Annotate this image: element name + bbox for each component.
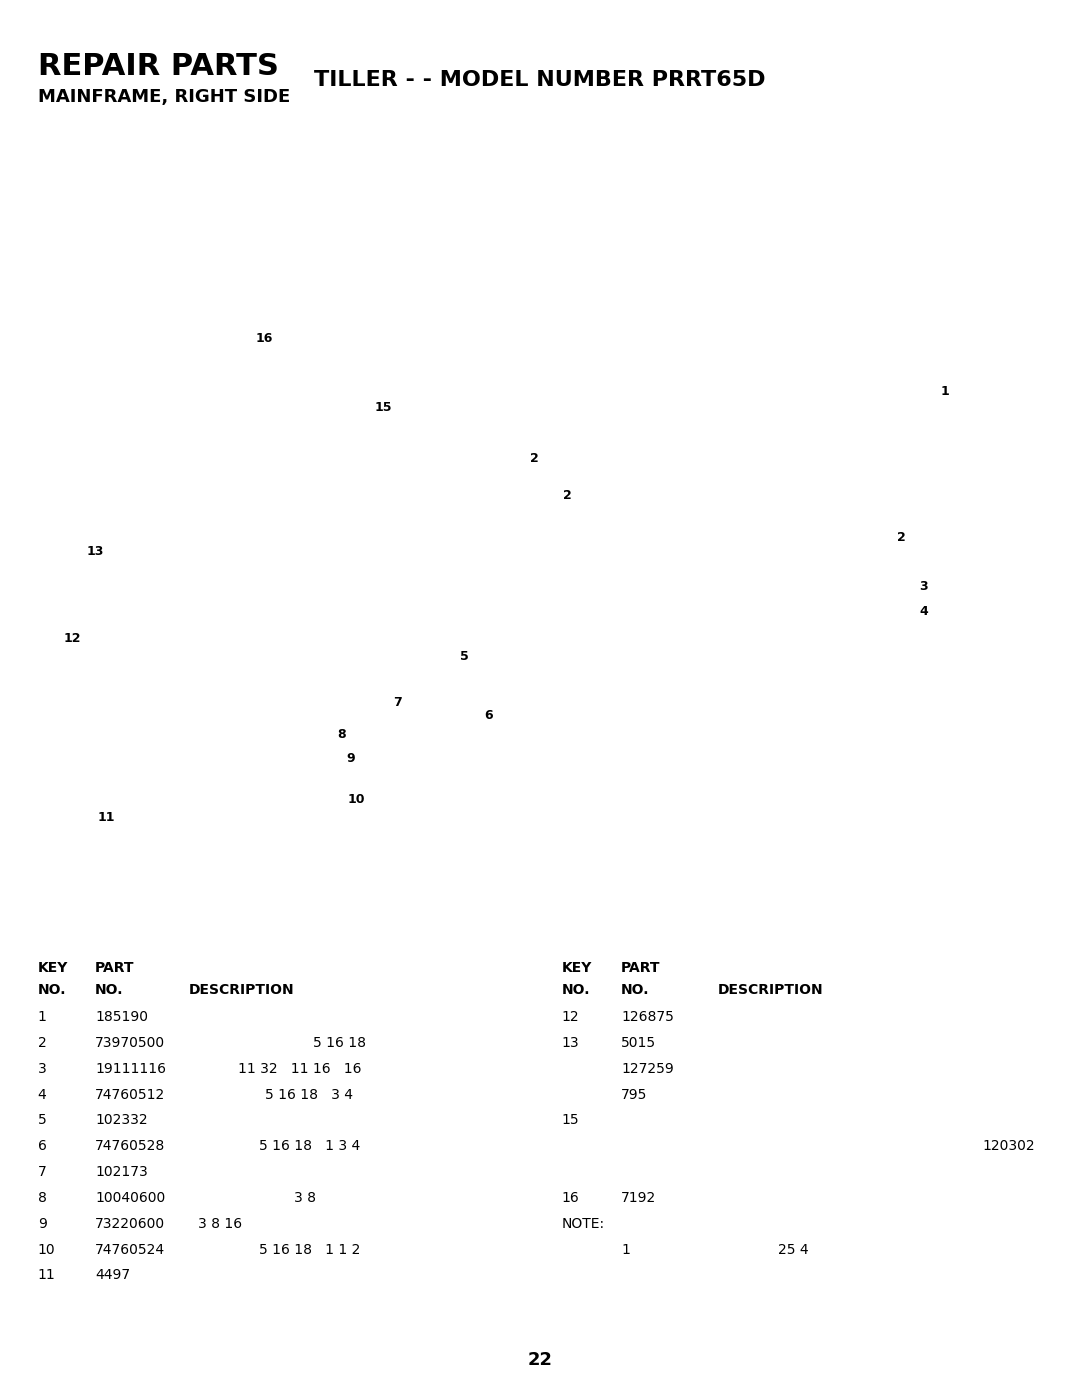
Text: 4: 4	[38, 1087, 46, 1102]
Text: NOTE:: NOTE:	[562, 1217, 605, 1231]
Text: 8: 8	[38, 1190, 46, 1206]
Text: 1: 1	[38, 1010, 46, 1024]
Text: 2: 2	[38, 1037, 46, 1051]
Text: 8: 8	[337, 728, 346, 742]
Text: 16: 16	[256, 331, 273, 345]
Text: 1: 1	[621, 1243, 630, 1257]
Text: KEY: KEY	[38, 961, 68, 975]
Text: 12: 12	[562, 1010, 579, 1024]
Text: 11: 11	[38, 1268, 55, 1282]
Text: 5: 5	[460, 650, 469, 664]
Text: 1: 1	[941, 384, 949, 398]
Text: KEY: KEY	[562, 961, 592, 975]
Text: 5: 5	[38, 1113, 46, 1127]
Text: 25 4: 25 4	[778, 1243, 808, 1257]
Text: 185190: 185190	[95, 1010, 148, 1024]
Text: NO.: NO.	[621, 983, 649, 997]
Text: 4: 4	[919, 605, 928, 619]
Text: 9: 9	[38, 1217, 46, 1231]
Text: 5 16 18   3 4: 5 16 18 3 4	[265, 1087, 352, 1102]
Text: NO.: NO.	[562, 983, 590, 997]
Text: 3 8: 3 8	[294, 1190, 315, 1206]
Text: 4497: 4497	[95, 1268, 131, 1282]
Text: MAINFRAME, RIGHT SIDE: MAINFRAME, RIGHT SIDE	[38, 88, 291, 106]
Text: 120302: 120302	[983, 1140, 1036, 1154]
Text: 74760512: 74760512	[95, 1087, 165, 1102]
Text: 10040600: 10040600	[95, 1190, 165, 1206]
Text: 13: 13	[86, 545, 104, 559]
Text: PART: PART	[621, 961, 661, 975]
Text: 3 8 16: 3 8 16	[198, 1217, 242, 1231]
Text: 73220600: 73220600	[95, 1217, 165, 1231]
Text: 127259: 127259	[621, 1062, 674, 1076]
Text: 7192: 7192	[621, 1190, 657, 1206]
Text: 102332: 102332	[95, 1113, 148, 1127]
Text: 13: 13	[562, 1037, 579, 1051]
Text: 15: 15	[375, 401, 392, 415]
Text: 74760524: 74760524	[95, 1243, 165, 1257]
Text: 2: 2	[897, 531, 906, 545]
Text: 102173: 102173	[95, 1165, 148, 1179]
Text: 7: 7	[393, 696, 402, 710]
Text: 9: 9	[347, 752, 355, 766]
Text: 3: 3	[919, 580, 928, 594]
Text: TILLER - - MODEL NUMBER PRRT65D: TILLER - - MODEL NUMBER PRRT65D	[314, 70, 766, 89]
Text: DESCRIPTION: DESCRIPTION	[189, 983, 295, 997]
Text: 11 32   11 16   16: 11 32 11 16 16	[238, 1062, 361, 1076]
Text: 126875: 126875	[621, 1010, 674, 1024]
Text: 3: 3	[38, 1062, 46, 1076]
Text: 19111116: 19111116	[95, 1062, 166, 1076]
Text: 2: 2	[563, 489, 571, 503]
Text: PART: PART	[95, 961, 135, 975]
Text: 5015: 5015	[621, 1037, 657, 1051]
Text: 5 16 18: 5 16 18	[313, 1037, 366, 1051]
Text: NO.: NO.	[95, 983, 123, 997]
Text: 10: 10	[348, 792, 365, 806]
Text: DESCRIPTION: DESCRIPTION	[718, 983, 824, 997]
Text: 795: 795	[621, 1087, 647, 1102]
Text: 15: 15	[562, 1113, 579, 1127]
Text: 16: 16	[562, 1190, 579, 1206]
Text: 22: 22	[527, 1351, 553, 1369]
Text: 11: 11	[97, 810, 114, 824]
Text: 73970500: 73970500	[95, 1037, 165, 1051]
Text: 6: 6	[484, 708, 492, 722]
Text: 2: 2	[530, 451, 539, 465]
Text: 6: 6	[38, 1140, 46, 1154]
Text: REPAIR PARTS: REPAIR PARTS	[38, 52, 279, 81]
Text: 7: 7	[38, 1165, 46, 1179]
Text: NO.: NO.	[38, 983, 66, 997]
Text: 5 16 18   1 3 4: 5 16 18 1 3 4	[259, 1140, 361, 1154]
Text: 74760528: 74760528	[95, 1140, 165, 1154]
Text: 10: 10	[38, 1243, 55, 1257]
Text: 5 16 18   1 1 2: 5 16 18 1 1 2	[259, 1243, 361, 1257]
Text: 12: 12	[64, 631, 81, 645]
